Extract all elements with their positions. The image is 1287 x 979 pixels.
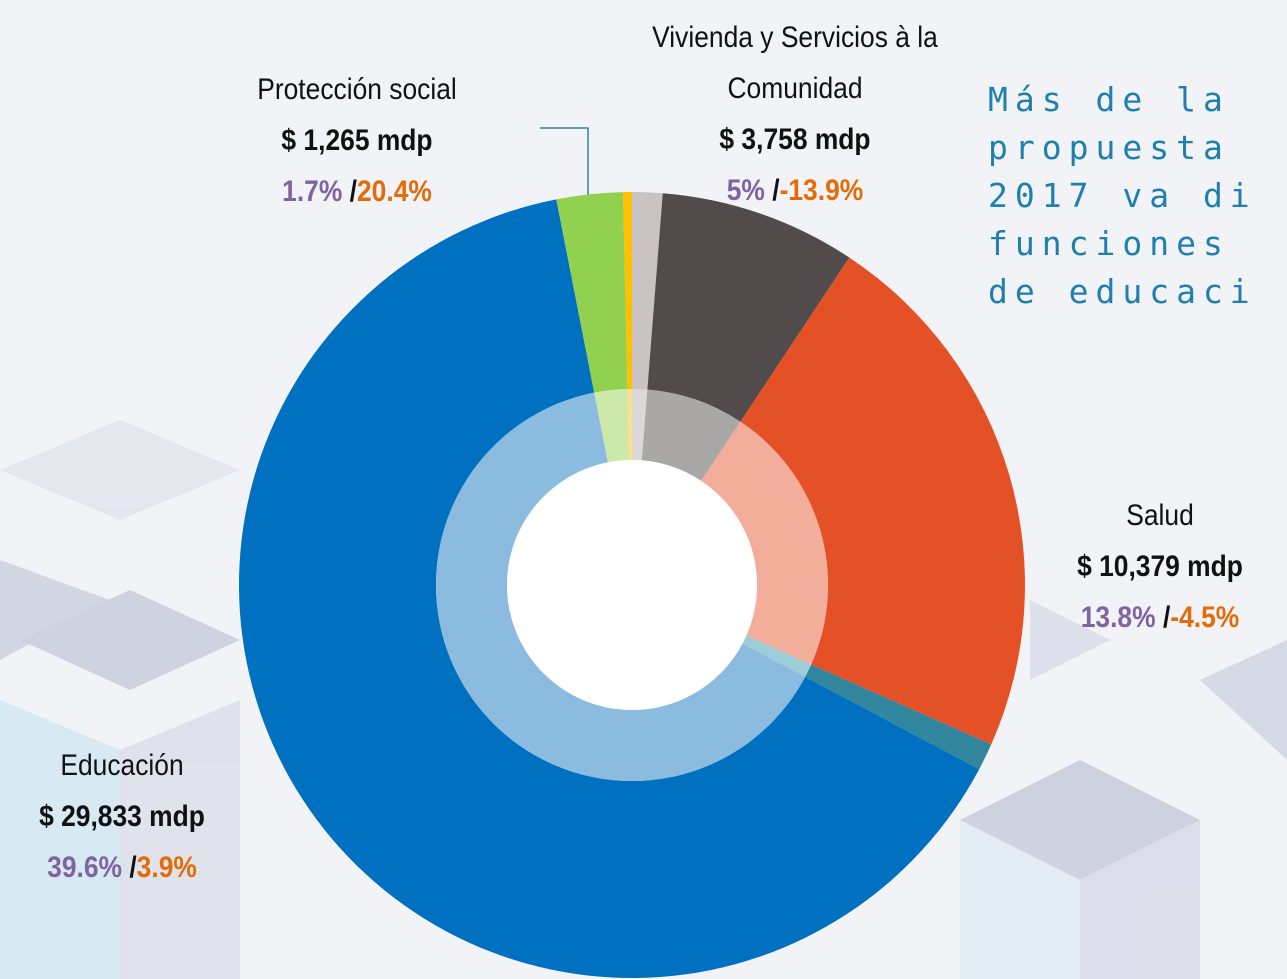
category-name: Vivienda y Servicios à la Comunidad bbox=[610, 12, 980, 114]
donut-hole bbox=[507, 460, 757, 710]
percent-line: 1.7% /20.4% bbox=[216, 166, 498, 217]
change-label: -4.5% bbox=[1170, 601, 1239, 634]
side-text-line: 2017 va di bbox=[988, 172, 1257, 220]
share-label: 13.8% bbox=[1081, 601, 1156, 634]
data-label: Vivienda y Servicios à la Comunidad$ 3,7… bbox=[610, 12, 980, 216]
separator: / bbox=[129, 851, 136, 884]
share-label: 5% bbox=[727, 174, 765, 207]
side-text-line: propuesta bbox=[988, 124, 1257, 172]
value-label: $ 10,379 mdp bbox=[1046, 541, 1275, 592]
change-label: -13.9% bbox=[780, 174, 864, 207]
side-text-line: de educaci bbox=[988, 268, 1257, 316]
change-label: 3.9% bbox=[137, 851, 197, 884]
separator: / bbox=[350, 175, 357, 208]
category-name: Protección social bbox=[216, 64, 498, 115]
leader-line bbox=[540, 128, 588, 205]
page: Más de lapropuesta2017 va difuncionesde … bbox=[0, 0, 1287, 979]
separator: / bbox=[1163, 601, 1170, 634]
percent-line: 13.8% /-4.5% bbox=[1046, 592, 1275, 643]
value-label: $ 3,758 mdp bbox=[610, 114, 980, 165]
percent-line: 39.6% /3.9% bbox=[8, 842, 237, 893]
percent-line: 5% /-13.9% bbox=[610, 165, 980, 216]
category-name: Educación bbox=[8, 740, 237, 791]
category-name: Salud bbox=[1046, 490, 1275, 541]
share-label: 1.7% bbox=[282, 175, 342, 208]
side-text-line: Más de la bbox=[988, 76, 1257, 124]
value-label: $ 29,833 mdp bbox=[8, 791, 237, 842]
share-label: 39.6% bbox=[47, 851, 122, 884]
change-label: 20.4% bbox=[357, 175, 432, 208]
side-text-line: funciones bbox=[988, 220, 1257, 268]
value-label: $ 1,265 mdp bbox=[216, 115, 498, 166]
